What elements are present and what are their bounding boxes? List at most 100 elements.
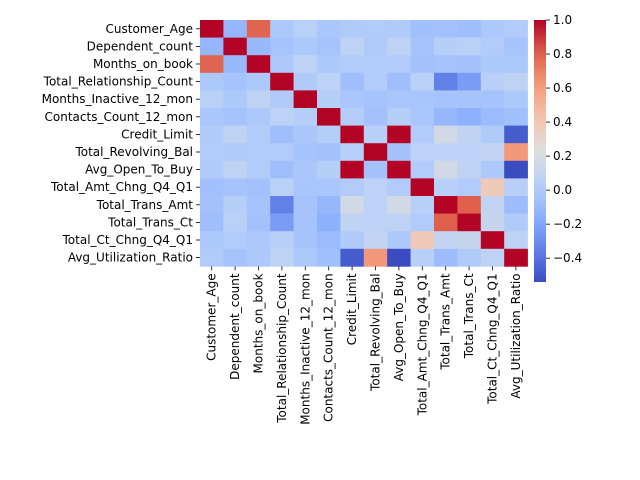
heatmap-cell [363, 20, 388, 38]
heatmap-cell [293, 248, 318, 267]
heatmap-cell [293, 125, 318, 144]
heatmap-cell [293, 231, 318, 250]
heatmap-cell [293, 143, 318, 162]
heatmap-cell [504, 213, 528, 232]
heatmap-cell [504, 108, 528, 126]
colorbar-tick-label: 1.0 [553, 13, 572, 27]
heatmap-cells [200, 20, 528, 267]
y-axis-tick-labels: Customer_Age Dependent_count Months_on_boo… [42, 22, 200, 265]
heatmap-cell [504, 125, 528, 144]
heatmap-cell [457, 55, 482, 74]
heatmap-cell [200, 143, 224, 162]
heatmap-cell [200, 231, 224, 250]
heatmap-cell [270, 125, 294, 144]
heatmap-cell [340, 196, 365, 214]
heatmap-cell [504, 72, 528, 91]
heatmap-cell [340, 20, 365, 38]
heatmap-cell [223, 248, 248, 267]
heatmap-cell [457, 90, 482, 109]
heatmap-cell [363, 90, 388, 109]
heatmap-cell [480, 37, 505, 56]
heatmap-cell [457, 196, 482, 214]
heatmap-cell [410, 90, 435, 109]
heatmap-cell [363, 55, 388, 74]
heatmap-cell [480, 72, 505, 91]
y-tick-label: Total_Relationship_Count [43, 75, 194, 89]
heatmap-cell [387, 213, 411, 232]
heatmap-cell [434, 72, 458, 91]
heatmap-cell [200, 55, 224, 74]
heatmap-cell [223, 20, 248, 38]
heatmap-cell [317, 55, 341, 74]
heatmap-cell [200, 108, 224, 126]
heatmap-cell [434, 213, 458, 232]
y-tick-label: Avg_Open_To_Buy [85, 163, 193, 177]
colorbar-tick-label: 0.8 [553, 47, 572, 61]
heatmap-cell [223, 55, 248, 74]
heatmap-cell [387, 248, 411, 267]
heatmap-cell [270, 108, 294, 126]
heatmap-cell [317, 72, 341, 91]
heatmap-cell [246, 231, 271, 250]
heatmap-cell [317, 90, 341, 109]
heatmap-cell [480, 20, 505, 38]
heatmap-cell [434, 248, 458, 267]
heatmap-cell [293, 178, 318, 197]
heatmap-cell [340, 55, 365, 74]
heatmap-cell [270, 37, 294, 56]
heatmap-cell [200, 90, 224, 109]
heatmap-cell [270, 160, 294, 179]
heatmap-cell [410, 196, 435, 214]
heatmap-cell [293, 196, 318, 214]
x-tick-label: Avg_Open_To_Buy [392, 273, 406, 381]
heatmap-cell [340, 143, 365, 162]
heatmap-cell [363, 248, 388, 267]
heatmap-cell [504, 37, 528, 56]
heatmap-cell [246, 108, 271, 126]
heatmap-cell [246, 248, 271, 267]
heatmap-cell [246, 72, 271, 91]
heatmap-cell [434, 178, 458, 197]
heatmap-cell [457, 178, 482, 197]
heatmap-cell [293, 37, 318, 56]
heatmap-cell [434, 37, 458, 56]
heatmap-cell [410, 231, 435, 250]
heatmap-cell [246, 90, 271, 109]
heatmap-cell [480, 143, 505, 162]
heatmap-cell [387, 160, 411, 179]
y-tick-label: Total_Amt_Chng_Q4_Q1 [50, 180, 193, 194]
heatmap-cell [340, 108, 365, 126]
heatmap-cell [317, 108, 341, 126]
heatmap-cell [317, 143, 341, 162]
heatmap-cell [200, 72, 224, 91]
heatmap-cell [363, 160, 388, 179]
y-tick-label: Customer_Age [106, 22, 194, 36]
heatmap-cell [317, 213, 341, 232]
heatmap-cell [434, 125, 458, 144]
heatmap-cell [223, 160, 248, 179]
heatmap-cell [504, 231, 528, 250]
heatmap-cell [246, 178, 271, 197]
heatmap-cell [387, 125, 411, 144]
heatmap-cell [223, 90, 248, 109]
y-tick-label: Credit_Limit [121, 127, 193, 141]
heatmap-cell [363, 178, 388, 197]
heatmap-cell [223, 143, 248, 162]
heatmap-cell [223, 72, 248, 91]
x-tick-label: Months_Inactive_12_mon [298, 273, 312, 424]
heatmap-cell [293, 160, 318, 179]
x-tick-label: Avg_Utilization_Ratio [509, 273, 523, 398]
heatmap-cell [200, 37, 224, 56]
heatmap-cell [457, 108, 482, 126]
colorbar [534, 20, 546, 282]
heatmap-cell [410, 178, 435, 197]
heatmap-cell [480, 125, 505, 144]
heatmap-cell [457, 248, 482, 267]
heatmap-cell [363, 196, 388, 214]
colorbar-tick-label: −0.2 [553, 217, 582, 231]
x-tick-label: Total_Ct_Chng_Q4_Q1 [486, 273, 500, 404]
heatmap-cell [270, 178, 294, 197]
heatmap-cell [410, 72, 435, 91]
colorbar-tick-label: 0.2 [553, 149, 572, 163]
